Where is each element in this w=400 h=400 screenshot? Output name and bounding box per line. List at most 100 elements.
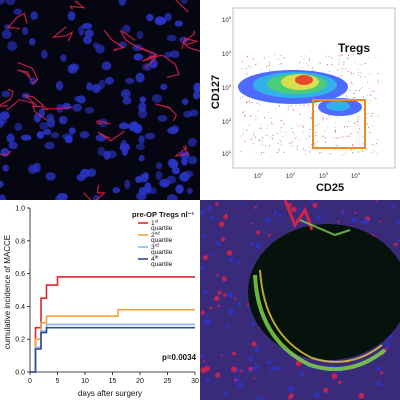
event-dot: [245, 129, 248, 132]
nucleus: [166, 194, 178, 200]
event-dot: [260, 153, 262, 156]
event-dot: [303, 104, 305, 106]
event-dot: [353, 92, 355, 94]
y-tick-label: 1.0: [15, 206, 25, 213]
event-dot: [246, 101, 248, 103]
event-dot: [299, 125, 301, 127]
cell-dot: [203, 289, 208, 295]
event-dot: [368, 87, 370, 89]
y-tick-label: 104: [222, 49, 232, 58]
cell-dot: [375, 200, 378, 202]
nucleus: [155, 170, 163, 181]
event-dot: [276, 151, 278, 154]
nucleus: [95, 44, 105, 54]
nucleus: [0, 147, 10, 157]
event-dot: [299, 104, 302, 106]
nucleus: [78, 25, 85, 36]
event-dot: [358, 89, 360, 91]
fiber: [17, 69, 32, 81]
cell-dot: [323, 210, 326, 213]
nucleus: [118, 0, 127, 6]
nucleus: [160, 83, 168, 91]
event-dot: [346, 95, 348, 97]
event-dot: [263, 57, 265, 59]
event-dot: [262, 136, 264, 138]
event-dot: [352, 54, 354, 56]
event-dot: [281, 120, 283, 122]
event-dot: [290, 141, 292, 143]
legend-entry: 2nd quartile: [151, 231, 173, 245]
cell-dot: [351, 217, 357, 224]
event-dot: [272, 134, 274, 136]
event-dot: [357, 151, 359, 153]
event-dot: [354, 122, 356, 124]
event-dot: [287, 109, 290, 111]
cell-dot: [213, 295, 220, 302]
cell-dot: [384, 347, 388, 351]
cell-dot: [217, 290, 222, 295]
event-dot: [243, 129, 245, 131]
event-dot: [354, 61, 356, 63]
cell-dot: [206, 205, 212, 211]
event-dot: [334, 148, 337, 150]
nucleus: [68, 127, 76, 135]
event-dot: [291, 128, 293, 130]
event-dot: [372, 112, 374, 115]
event-dot: [274, 108, 277, 110]
event-dot: [325, 137, 327, 139]
event-dot: [295, 137, 298, 139]
event-dot: [244, 140, 246, 142]
event-dot: [369, 99, 371, 102]
event-dot: [331, 57, 333, 59]
nucleus: [36, 131, 45, 139]
cell-dot: [236, 260, 241, 264]
event-dot: [256, 102, 258, 104]
event-dot: [343, 126, 346, 128]
cell-dot: [250, 242, 254, 246]
cell-dot: [313, 392, 320, 398]
event-dot: [377, 115, 379, 117]
cell-dot: [313, 368, 317, 371]
event-dot: [369, 113, 371, 115]
nucleus: [0, 180, 4, 188]
nucleus: [193, 82, 200, 93]
event-dot: [269, 61, 271, 64]
event-dot: [368, 56, 370, 59]
event-dot: [280, 141, 282, 143]
event-dot: [376, 152, 378, 155]
event-dot: [281, 136, 284, 138]
event-dot: [350, 149, 353, 151]
nucleus: [29, 38, 36, 46]
x-axis-label: CD25: [316, 182, 344, 194]
event-dot: [360, 72, 362, 74]
event-dot: [244, 67, 246, 69]
event-dot: [264, 117, 266, 119]
y-tick-labels: 105 104 103 102 101: [222, 15, 232, 158]
fiber: [103, 30, 126, 52]
event-dot: [248, 100, 250, 102]
event-dot: [334, 131, 337, 133]
nucleus: [166, 34, 177, 42]
fiber: [174, 144, 190, 157]
nucleus: [0, 111, 10, 120]
event-dot: [355, 90, 357, 92]
event-dot: [277, 142, 279, 144]
event-dot: [308, 60, 310, 62]
event-dot: [268, 136, 270, 138]
event-dot: [246, 55, 248, 58]
nucleus: [180, 0, 188, 5]
x-tick-label: 101: [254, 171, 264, 180]
nucleus: [144, 182, 152, 193]
nucleus: [146, 13, 154, 22]
event-dot: [309, 129, 311, 131]
nucleus: [181, 157, 188, 166]
event-dot: [279, 119, 282, 121]
event-dot: [357, 143, 360, 145]
event-dot: [259, 103, 261, 106]
event-dot: [349, 89, 351, 91]
event-dot: [360, 64, 362, 66]
fiber: [69, 0, 86, 10]
nucleus: [139, 173, 149, 183]
cell-dot: [250, 321, 256, 326]
